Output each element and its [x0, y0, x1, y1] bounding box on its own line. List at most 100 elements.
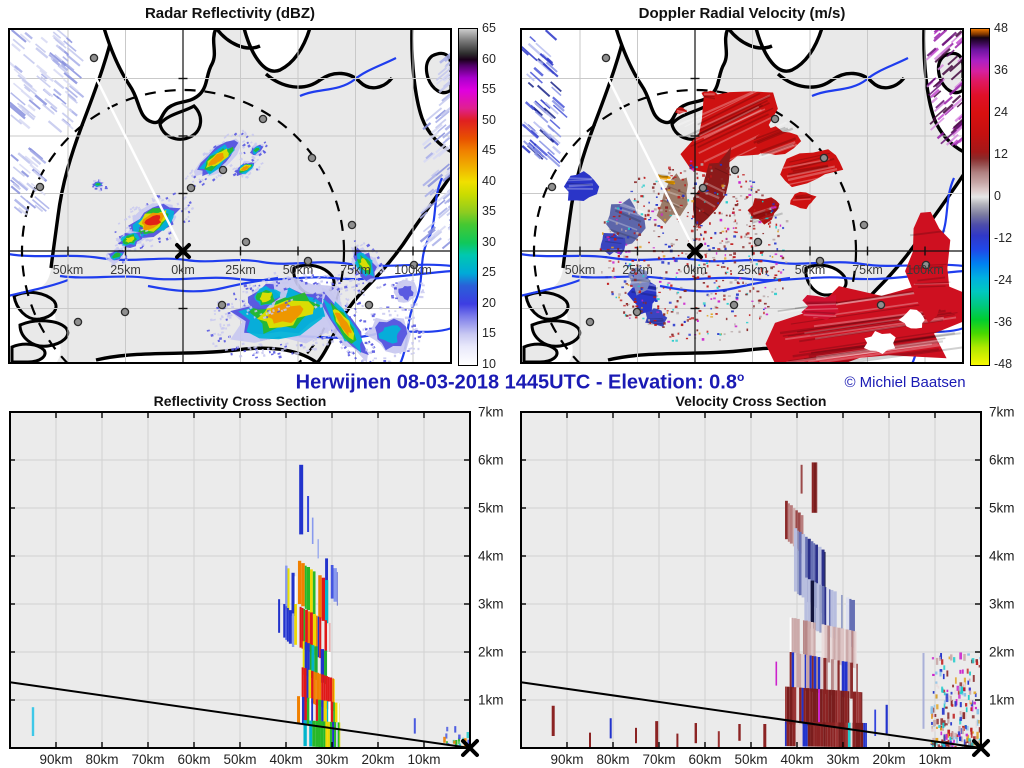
- colorbar-tick-label: -36: [994, 315, 1013, 329]
- velocity-map-title: Doppler Radial Velocity (m/s): [638, 5, 846, 22]
- xsec-distance-label: 10km: [407, 752, 440, 767]
- radar-site-marker: [461, 739, 479, 757]
- colorbar-tick-label: 40: [482, 173, 496, 188]
- xsec-distance-label: 80km: [596, 752, 629, 767]
- reflectivity-echo-cell: [312, 276, 381, 364]
- xsec-distance-label: 10km: [918, 752, 951, 767]
- xsec-distance-label: 40km: [780, 752, 813, 767]
- map-distance-label: 100km: [906, 263, 944, 277]
- velocity-echo-cell: [675, 107, 687, 115]
- city-marker: [815, 256, 825, 266]
- city-marker: [303, 256, 313, 266]
- xsec-height-label: 2km: [478, 645, 504, 660]
- velocity-map: 50km 25km 0km 25km 50km 75km 100km: [520, 28, 964, 364]
- map-distance-label: 50km: [283, 263, 314, 277]
- city-marker: [347, 220, 357, 230]
- velocity-echo-cell: [753, 126, 802, 159]
- xsec-height-label: 7km: [478, 406, 504, 420]
- reflectivity-echo-cell: [362, 306, 425, 364]
- city-marker: [364, 300, 374, 310]
- reflectivity-echo-cell: [91, 179, 108, 192]
- colorbar-tick-label: -48: [994, 357, 1013, 371]
- cross-section-echoes: [31, 464, 469, 747]
- city-marker: [547, 182, 557, 192]
- reflectivity-xsec-title: Reflectivity Cross Section: [153, 393, 327, 409]
- xsec-distance-label: 50km: [734, 752, 767, 767]
- city-marker: [729, 300, 739, 310]
- xsec-distance-label: 30km: [315, 752, 348, 767]
- xsec-height-label: 1km: [478, 693, 504, 708]
- city-marker: [859, 220, 869, 230]
- city-marker: [409, 260, 419, 270]
- xsec-distance-label: 20km: [361, 752, 394, 767]
- reflectivity-cross-section: 90km 80km 70km 60km 50km 40km 30km 20km 10km 7km 6…: [9, 406, 504, 767]
- reflectivity-echo-cell: [184, 129, 255, 189]
- velocity-echo-cell: [677, 90, 788, 175]
- colorbar-tick-label: 12: [994, 147, 1008, 161]
- colorbar-tick-label: 50: [482, 112, 496, 127]
- city-marker: [876, 300, 886, 310]
- colorbar-tick-label: 35: [482, 204, 496, 219]
- velocity-echo-cell: [801, 294, 840, 320]
- xsec-height-label: 6km: [478, 453, 504, 468]
- reflectivity-echo-cell: [242, 280, 294, 320]
- reflectivity-echo-cell: [105, 245, 130, 267]
- xsec-height-label: 6km: [989, 453, 1015, 468]
- colorbar-tick-label: 25: [482, 265, 496, 280]
- colorbar-tick-label: 36: [994, 63, 1008, 77]
- xsec-distance-label: 30km: [826, 752, 859, 767]
- city-marker: [307, 153, 317, 163]
- velocity-echo-cell: [563, 171, 600, 201]
- xsec-height-label: 3km: [989, 597, 1015, 612]
- reflectivity-echo-cell: [249, 141, 268, 160]
- map-distance-label: 25km: [225, 263, 256, 277]
- main-title-text: Herwijnen 08-03-2018 1445UTC - Elevation…: [295, 371, 737, 394]
- colorbar-tick-label: -24: [994, 273, 1013, 287]
- velocity-echo-cell: [664, 179, 676, 186]
- map-distance-label: 25km: [110, 263, 141, 277]
- map-distance-label: 25km: [622, 263, 653, 277]
- colorbar-tick-label: 55: [482, 82, 496, 97]
- colorbar-tick-label: 48: [994, 21, 1008, 35]
- city-marker: [753, 237, 763, 247]
- xsec-height-label: 4km: [989, 549, 1015, 564]
- velocity-echo-cell: [701, 90, 718, 100]
- city-marker: [730, 165, 740, 175]
- radar-site-marker: [175, 243, 191, 259]
- map-distance-label: 75km: [340, 263, 371, 277]
- xsec-distance-label: 90km: [39, 752, 72, 767]
- map-distance-label: 50km: [795, 263, 826, 277]
- cross-section-path-line: [598, 61, 697, 252]
- map-distance-label: 50km: [53, 263, 84, 277]
- colorbar-tick-label: 0: [994, 189, 1001, 203]
- city-marker: [241, 237, 251, 247]
- panel-frame: [520, 28, 964, 364]
- radar-site-marker: [687, 243, 703, 259]
- colorbar-tick-label: 20: [482, 295, 496, 310]
- city-marker: [601, 53, 611, 63]
- city-marker: [819, 153, 829, 163]
- map-distance-label: 0km: [683, 263, 707, 277]
- colorbar-tick-label: 60: [482, 51, 496, 66]
- xsec-distance-label: 20km: [872, 752, 905, 767]
- xsec-height-label: 5km: [478, 501, 504, 516]
- xsec-distance-label: 40km: [269, 752, 302, 767]
- city-marker: [585, 317, 595, 327]
- cross-section-path-line: [86, 61, 185, 252]
- xsec-distance-label: 70km: [642, 752, 675, 767]
- map-distance-label: 75km: [852, 263, 883, 277]
- reflectivity-map-title: Radar Reflectivity (dBZ): [144, 5, 316, 22]
- map-distance-label: 50km: [565, 263, 596, 277]
- xsec-distance-label: 80km: [85, 752, 118, 767]
- colorbar-tick-label: 65: [482, 21, 496, 35]
- reflectivity-echo-cell: [232, 158, 264, 179]
- xsec-distance-label: 60km: [688, 752, 721, 767]
- xsec-height-label: 7km: [989, 406, 1015, 420]
- reflectivity-map: 50km 25km 0km 25km 50km 75km 100km: [8, 28, 452, 364]
- xsec-height-label: 2km: [989, 645, 1015, 660]
- beam-height-line: [9, 681, 471, 749]
- map-distance-label: 25km: [737, 263, 768, 277]
- colorbar-tick-label: 10: [482, 357, 496, 371]
- reflectivity-colorbar: [458, 28, 478, 366]
- xsec-distance-label: 70km: [131, 752, 164, 767]
